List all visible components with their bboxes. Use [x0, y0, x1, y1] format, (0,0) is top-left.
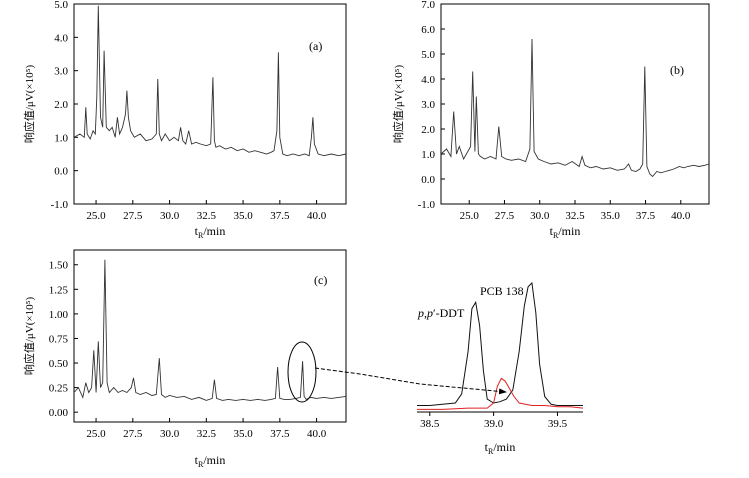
panel-c-label: (c) — [314, 273, 327, 287]
panel-b-ytick-label: 7.0 — [421, 0, 435, 11]
panel-c-frame — [73, 249, 347, 423]
highlight-ellipse — [287, 341, 317, 403]
panel-a-ytick-label: 0.0 — [54, 166, 68, 178]
panel-b-xtick-label: 30.0 — [530, 210, 550, 222]
panel-a-ytick-label: 1.0 — [54, 132, 68, 144]
panel-b-xtick-label: 40.0 — [671, 210, 691, 222]
panel-b-xtick-label: 32.5 — [565, 210, 585, 222]
panel-a-xtick-label: 32.5 — [197, 210, 217, 222]
panel-a-ytick-label: 2.0 — [54, 99, 68, 111]
annotation-pcb138: PCB 138 — [480, 284, 524, 298]
panel-b-xtick-label: 37.5 — [636, 210, 656, 222]
panel-c-ytick-label: 1.00 — [49, 309, 69, 321]
panel-a-xtick-label: 37.5 — [270, 210, 290, 222]
panel-c-ytick-label: 0.25 — [49, 383, 69, 395]
panel-b-ylabel: 响应值/μV(×10⁵) — [391, 65, 405, 144]
panel-a-label: (a) — [309, 39, 322, 53]
panel-a-frame — [73, 3, 347, 205]
panel-b-ytick-label: 1.0 — [421, 149, 435, 161]
panel-zoom-xtick-label: 39.5 — [548, 418, 568, 430]
panel-a: (a) 响应值/μV(×10⁵) tR/min 25.0 27.5 30.0 32.5… — [22, 0, 347, 240]
panel-c-xtick-label: 25.0 — [86, 428, 106, 440]
annotation-ppddt: p,p′-DDT — [417, 306, 465, 320]
panel-a-ytick-label: -1.0 — [51, 199, 69, 211]
panel-b-xtick-label: 35.0 — [601, 210, 621, 222]
zoom-trace-standard — [417, 281, 583, 406]
panel-b: (b) 响应值/μV(×10⁵) tR/min 25.0 27.5 30.0 32.5… — [391, 0, 710, 240]
panel-b-ytick-label: 6.0 — [421, 24, 435, 36]
zoom-inset: 38.5 39.0 39.5 PCB 138 p,p′-DDT tR/min — [417, 281, 584, 456]
panel-c-xtick-label: 37.5 — [270, 428, 290, 440]
panel-c: (c) 响应值/μV(×10⁵) tR/min 25.0 27.5 30.0 32.5… — [22, 249, 347, 469]
panel-a-xtick-label: 27.5 — [123, 210, 143, 222]
panel-a-ytick-label: 4.0 — [54, 32, 68, 44]
panel-c-ytick-label: 0.00 — [49, 407, 69, 419]
zoom-inset-axes: 38.5 39.0 39.5 — [420, 412, 568, 430]
panel-a-axes: 25.0 27.5 30.0 32.5 35.0 37.5 40.0 -1.0 0.0 1.0 2.… — [51, 0, 327, 222]
panel-zoom-xtick-label: 38.5 — [420, 418, 440, 430]
panel-a-xlabel: tR/min — [195, 224, 226, 240]
panel-a-xtick-label: 30.0 — [160, 210, 180, 222]
panel-c-xtick-label: 40.0 — [307, 428, 327, 440]
panel-b-xtick-label: 25.0 — [460, 210, 480, 222]
panel-b-ytick-label: 0.0 — [421, 174, 435, 186]
panel-c-xtick-label: 32.5 — [197, 428, 217, 440]
zoom-trace-sample — [417, 377, 584, 410]
panel-a-xtick-label: 40.0 — [307, 210, 327, 222]
panel-c-ytick-label: 1.50 — [49, 260, 69, 272]
panel-b-ytick-label: 5.0 — [421, 49, 435, 61]
panel-b-ytick-label: 2.0 — [421, 124, 435, 136]
panel-a-ylabel: 响应值/μV(×10⁵) — [22, 65, 36, 144]
panel-b-frame — [440, 3, 710, 205]
panel-c-xtick-label: 27.5 — [123, 428, 143, 440]
panel-c-xtick-label: 35.0 — [233, 428, 253, 440]
panel-b-ytick-label: -1.0 — [418, 199, 436, 211]
panel-c-ytick-label: 1.25 — [49, 284, 69, 296]
panel-c-ytick-label: 0.75 — [49, 333, 69, 345]
panel-b-xtick-label: 27.5 — [495, 210, 515, 222]
panel-b-trace — [440, 38, 710, 178]
panel-c-axes: 25.0 27.5 30.0 32.5 35.0 37.5 40.0 0.00 0.25 0.50… — [49, 260, 327, 440]
panel-a-ytick-label: 5.0 — [54, 0, 68, 11]
panel-c-ylabel: 响应值/μV(×10⁵) — [22, 297, 36, 376]
panel-c-ytick-label: 0.50 — [49, 358, 69, 370]
panel-c-trace — [73, 259, 347, 401]
panel-a-trace — [73, 5, 347, 157]
panel-a-xtick-label: 35.0 — [233, 210, 253, 222]
panel-b-axes: 25.0 27.5 30.0 32.5 35.0 37.5 40.0 -1.0 0.0 1.0 2.… — [418, 0, 691, 222]
panel-b-label: (b) — [670, 63, 684, 77]
panel-b-xlabel: tR/min — [550, 224, 581, 240]
panel-a-ytick-label: 3.0 — [54, 66, 68, 78]
panel-b-ytick-label: 3.0 — [421, 99, 435, 111]
zoom-xlabel: tR/min — [485, 440, 516, 456]
panel-c-xtick-label: 30.0 — [160, 428, 180, 440]
panel-b-ytick-label: 4.0 — [421, 74, 435, 86]
panel-a-xtick-label: 25.0 — [86, 210, 106, 222]
connector-arrow — [314, 367, 507, 395]
panel-zoom-xtick-label: 39.0 — [484, 418, 504, 430]
panel-c-xlabel: tR/min — [195, 453, 226, 469]
